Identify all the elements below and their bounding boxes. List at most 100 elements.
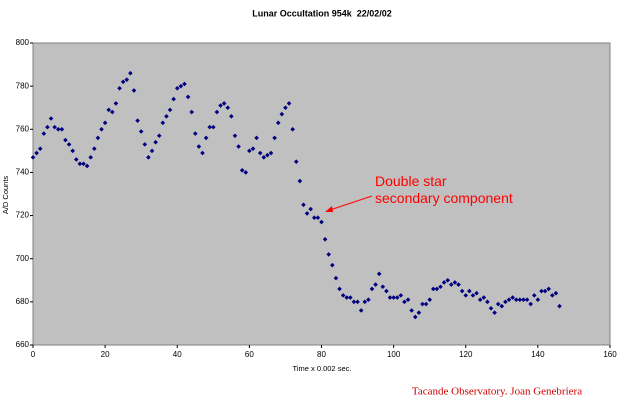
point xyxy=(196,144,202,149)
point xyxy=(120,79,126,85)
point xyxy=(229,114,234,119)
point xyxy=(203,135,209,141)
point xyxy=(394,295,400,300)
point xyxy=(319,219,324,225)
point xyxy=(232,133,238,139)
point xyxy=(135,118,140,123)
chart-title: Lunar Occultation 954k 22/02/02 xyxy=(252,8,392,18)
point xyxy=(506,297,512,302)
point xyxy=(384,288,389,294)
point xyxy=(387,295,393,300)
point xyxy=(156,133,162,139)
point xyxy=(142,142,148,147)
point xyxy=(521,297,526,302)
point xyxy=(369,286,375,292)
y-tick-label: 760 xyxy=(16,124,30,133)
point xyxy=(153,139,158,145)
point xyxy=(200,150,205,156)
x-tick-label: 140 xyxy=(531,350,545,359)
point xyxy=(45,124,50,130)
point xyxy=(542,288,548,294)
point xyxy=(524,297,530,302)
x-tick-label: 160 xyxy=(603,350,617,359)
point xyxy=(110,109,115,115)
y-tick-label: 740 xyxy=(16,168,30,177)
point xyxy=(340,293,346,298)
point xyxy=(438,284,443,290)
point xyxy=(456,282,461,287)
point xyxy=(250,146,256,151)
annotation-line: Double star xyxy=(375,173,447,189)
x-tick-label: 120 xyxy=(459,350,473,359)
point xyxy=(485,299,490,305)
point xyxy=(330,262,335,268)
point xyxy=(52,124,57,130)
point xyxy=(430,286,436,292)
point xyxy=(470,293,476,298)
point xyxy=(124,77,130,82)
point xyxy=(48,116,54,121)
x-tick-label: 60 xyxy=(245,350,254,359)
point xyxy=(423,301,429,307)
point xyxy=(247,148,252,154)
point xyxy=(301,202,306,208)
point xyxy=(59,126,65,132)
point xyxy=(362,299,368,305)
point xyxy=(481,295,487,300)
point xyxy=(492,310,497,315)
point xyxy=(214,109,220,115)
point xyxy=(290,126,295,132)
point xyxy=(221,101,227,106)
point xyxy=(449,282,454,287)
point xyxy=(207,124,213,130)
point xyxy=(171,96,176,102)
point xyxy=(337,286,342,292)
point xyxy=(167,107,173,113)
point xyxy=(535,297,541,302)
point xyxy=(311,215,317,221)
point xyxy=(70,148,75,154)
point xyxy=(308,206,313,212)
point xyxy=(66,142,72,147)
point xyxy=(344,295,350,300)
point xyxy=(73,157,79,162)
point xyxy=(279,111,285,117)
point xyxy=(351,299,357,305)
point xyxy=(243,170,249,175)
annotation-arrow xyxy=(326,195,373,212)
point xyxy=(474,290,479,296)
point xyxy=(517,297,523,302)
y-tick-label: 700 xyxy=(16,254,30,263)
point xyxy=(441,280,447,285)
point xyxy=(34,150,39,156)
point xyxy=(84,163,90,169)
point xyxy=(268,150,274,156)
point xyxy=(373,282,378,287)
point xyxy=(117,86,122,91)
point xyxy=(178,83,184,89)
point xyxy=(41,131,47,136)
point xyxy=(557,303,562,309)
point xyxy=(275,120,281,126)
point xyxy=(236,144,241,149)
point xyxy=(376,271,382,277)
point xyxy=(185,94,191,100)
point xyxy=(261,155,267,160)
point xyxy=(553,290,559,296)
point xyxy=(477,297,483,302)
point xyxy=(164,114,169,119)
point xyxy=(391,295,396,300)
y-tick-label: 800 xyxy=(16,38,30,47)
point xyxy=(499,303,505,309)
point xyxy=(192,131,198,136)
point xyxy=(513,297,519,302)
point xyxy=(239,167,245,173)
point xyxy=(427,297,432,302)
point xyxy=(272,135,277,141)
point xyxy=(265,152,270,158)
point xyxy=(355,299,360,305)
point xyxy=(189,109,194,115)
point xyxy=(463,293,469,298)
point xyxy=(81,161,86,167)
point xyxy=(405,297,411,302)
